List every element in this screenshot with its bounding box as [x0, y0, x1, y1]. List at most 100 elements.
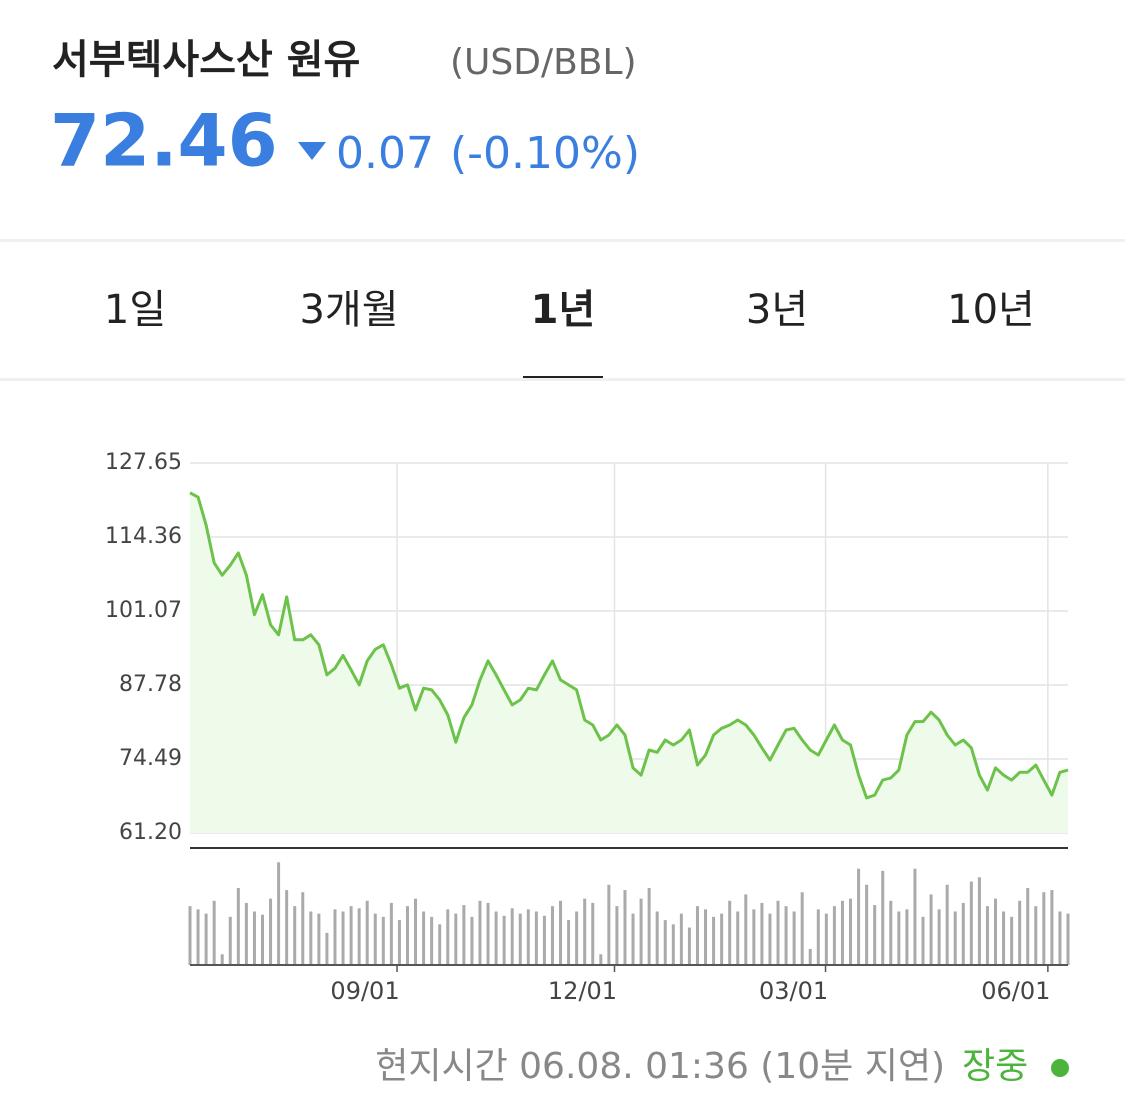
volume-bar — [1066, 913, 1070, 965]
volume-bar — [269, 898, 273, 965]
volume-bar — [599, 954, 603, 965]
volume-bar — [631, 913, 635, 965]
volume-bar — [502, 915, 506, 965]
volume-bar — [381, 916, 385, 965]
volume-bar — [840, 900, 844, 965]
volume-bar — [204, 913, 208, 965]
volume-bar — [985, 906, 989, 965]
change: 0.07 — [336, 128, 434, 179]
volume-bar — [639, 898, 643, 965]
volume-bar — [1026, 887, 1030, 965]
y-tick-label: 74.49 — [119, 746, 182, 771]
volume-bar — [559, 900, 563, 965]
unit: (USD/BBL) — [450, 42, 637, 83]
volume-bar — [293, 906, 297, 965]
chart: 61.20 74.49 87.78 101.07 114.36 127.65 09/01 12… — [105, 450, 1070, 1005]
volume-bar — [188, 906, 192, 965]
divider — [0, 239, 1125, 242]
volume-bar — [260, 914, 264, 965]
volume-bar — [357, 908, 361, 965]
volume-bar — [961, 902, 965, 965]
tab[interactable]: 3개월 — [299, 287, 398, 333]
volume-bar — [591, 902, 595, 965]
price: 72.46 — [50, 99, 278, 183]
area — [190, 492, 1068, 833]
volume-bar — [671, 924, 675, 965]
volume-bar — [784, 906, 788, 965]
volume-bar — [1042, 892, 1046, 965]
volume-bar — [994, 898, 998, 965]
volume-bar — [349, 906, 353, 965]
volume-bar — [615, 906, 619, 965]
volume-bar — [583, 898, 587, 965]
volume-bar — [542, 915, 546, 965]
volume-bar — [873, 905, 877, 965]
volume-bar — [212, 900, 216, 965]
x-tick-label: 03/01 — [759, 977, 828, 1005]
x-tick-label: 12/01 — [548, 977, 617, 1005]
volume-bar — [438, 924, 442, 965]
volume-bar — [736, 911, 740, 965]
volume-bar — [768, 913, 772, 965]
volume-bar — [333, 909, 337, 965]
volume-bar — [1018, 900, 1022, 965]
volume-bar — [704, 909, 708, 965]
volume-bar — [865, 884, 869, 965]
volume-bar — [534, 911, 538, 965]
volume-bar — [728, 900, 732, 965]
volume-bar — [760, 902, 764, 965]
volume-bar — [897, 911, 901, 965]
volume-bar — [244, 902, 248, 965]
tab[interactable]: 3년 — [746, 287, 808, 333]
volume-bar — [977, 877, 981, 965]
volume-bar — [486, 902, 490, 965]
volume-bar — [679, 913, 683, 965]
volume-bar — [422, 911, 426, 965]
volume-bar — [663, 920, 667, 965]
volume-bar — [575, 911, 579, 965]
volume-bar — [655, 911, 659, 965]
volume-bar — [607, 884, 611, 965]
tab[interactable]: 10년 — [947, 287, 1035, 333]
volume-bar — [1034, 906, 1038, 965]
market-status: 장중 — [962, 1046, 1028, 1087]
volume-bar — [849, 898, 853, 965]
tab[interactable]: 1일 — [104, 287, 166, 333]
volume-bar — [800, 892, 804, 965]
volume-bar — [446, 909, 450, 965]
volume-bar — [792, 911, 796, 965]
x-tick-label: 06/01 — [981, 977, 1050, 1005]
volume-bar — [389, 902, 393, 965]
volume-bar — [478, 900, 482, 965]
volume-bar — [824, 913, 828, 965]
volume-bar — [567, 920, 571, 965]
tab[interactable]: 1년 — [531, 287, 596, 333]
volume-bar — [301, 892, 305, 965]
volume-bar — [414, 898, 418, 965]
volume-bar — [881, 870, 885, 965]
volume-bar — [341, 911, 345, 965]
volume-bar — [518, 913, 522, 965]
volume-bar — [277, 862, 281, 965]
volume-bar — [712, 916, 716, 965]
volume-bar — [236, 887, 240, 965]
volume-bar — [252, 911, 256, 965]
volume-bar — [776, 900, 780, 965]
y-tick-label: 127.65 — [105, 450, 182, 475]
y-tick-label: 87.78 — [119, 672, 182, 697]
volume-bar — [1010, 916, 1014, 965]
volume-bar — [526, 909, 530, 965]
volume-bar — [550, 906, 554, 965]
volume-bar — [494, 911, 498, 965]
down-arrow — [298, 142, 326, 160]
volume-bar — [623, 890, 627, 965]
volume-bar — [373, 913, 377, 965]
volume-bar — [720, 913, 724, 965]
volume-bar — [196, 909, 200, 965]
divider — [0, 378, 1125, 381]
volume-bar — [808, 948, 812, 965]
volume-bar — [325, 932, 329, 965]
volume-bar — [462, 905, 466, 965]
